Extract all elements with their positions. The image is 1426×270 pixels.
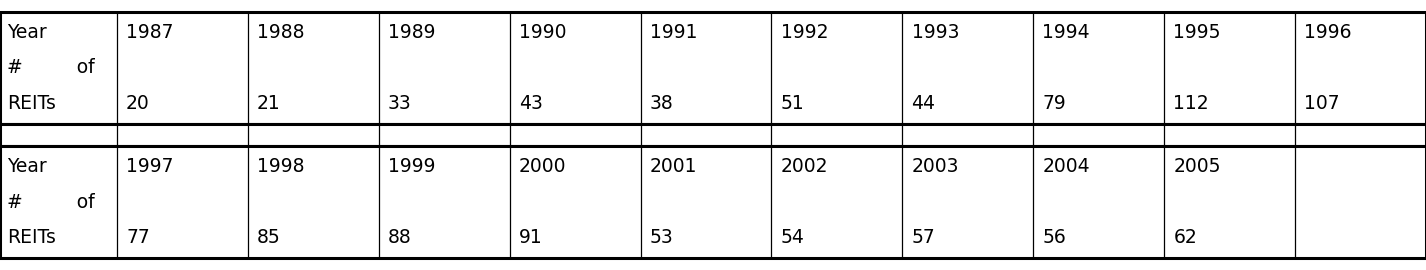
Text: 88: 88: [388, 228, 412, 247]
Text: 2002: 2002: [780, 157, 829, 176]
Text: 44: 44: [911, 94, 935, 113]
Text: 1991: 1991: [650, 23, 697, 42]
Text: 1989: 1989: [388, 23, 435, 42]
Text: 33: 33: [388, 94, 412, 113]
Text: 43: 43: [519, 94, 543, 113]
Text: 1988: 1988: [257, 23, 305, 42]
Text: 1990: 1990: [519, 23, 566, 42]
Text: REITs: REITs: [7, 94, 56, 113]
Text: 107: 107: [1305, 94, 1340, 113]
Text: Year: Year: [7, 23, 47, 42]
Text: 62: 62: [1174, 228, 1196, 247]
Text: REITs: REITs: [7, 228, 56, 247]
Text: 79: 79: [1042, 94, 1067, 113]
Text: 112: 112: [1174, 94, 1209, 113]
Bar: [0, 146, 1426, 258]
Text: Year: Year: [7, 157, 47, 176]
Text: 2003: 2003: [911, 157, 960, 176]
Text: 1992: 1992: [780, 23, 829, 42]
Text: 85: 85: [257, 228, 281, 247]
Text: 1998: 1998: [257, 157, 305, 176]
Text: 57: 57: [911, 228, 935, 247]
Text: 38: 38: [650, 94, 673, 113]
Text: 1995: 1995: [1174, 23, 1221, 42]
Text: 91: 91: [519, 228, 542, 247]
Bar: [0, 12, 1426, 124]
Text: 1994: 1994: [1042, 23, 1089, 42]
Text: 21: 21: [257, 94, 281, 113]
Text: #         of: # of: [7, 193, 94, 212]
Text: #         of: # of: [7, 58, 94, 77]
Text: 2005: 2005: [1174, 157, 1221, 176]
Text: 2000: 2000: [519, 157, 566, 176]
Text: 51: 51: [780, 94, 804, 113]
Text: 56: 56: [1042, 228, 1067, 247]
Text: 77: 77: [125, 228, 150, 247]
Text: 1999: 1999: [388, 157, 435, 176]
Text: 20: 20: [125, 94, 150, 113]
Text: 1997: 1997: [125, 157, 174, 176]
Text: 1996: 1996: [1305, 23, 1352, 42]
Text: 1987: 1987: [125, 23, 174, 42]
Bar: [0, 124, 1426, 146]
Text: 1993: 1993: [911, 23, 960, 42]
Text: 54: 54: [780, 228, 804, 247]
Text: 53: 53: [650, 228, 673, 247]
Text: 2004: 2004: [1042, 157, 1089, 176]
Text: 2001: 2001: [650, 157, 697, 176]
